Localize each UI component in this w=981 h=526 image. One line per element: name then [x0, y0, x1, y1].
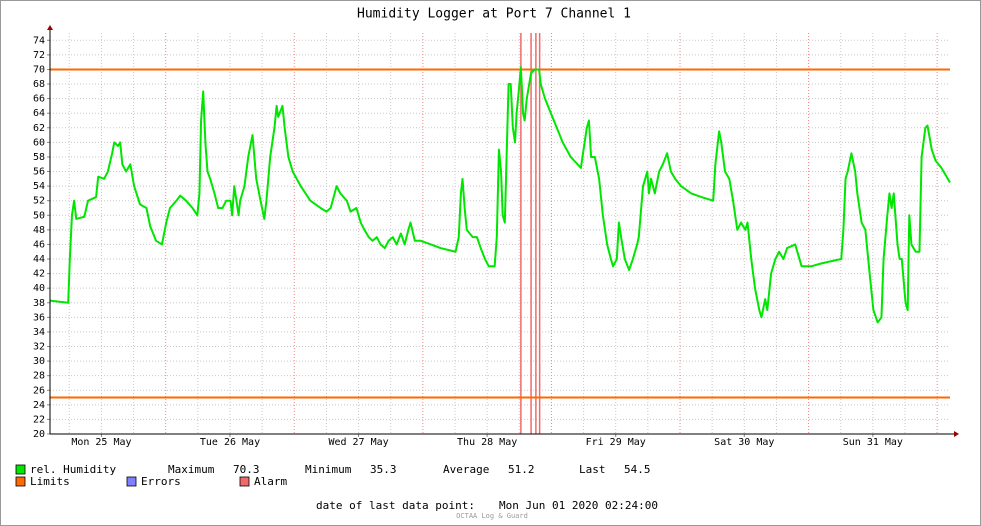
y-tick-label: 40 [33, 283, 45, 294]
series-line [49, 66, 951, 324]
legend-label: Alarm [254, 475, 287, 488]
stat-label: Maximum [168, 463, 215, 476]
stat-value: 54.5 [624, 463, 651, 476]
y-tick-label: 32 [33, 342, 45, 353]
y-tick-label: 68 [33, 79, 45, 90]
y-tick-label: 64 [33, 108, 45, 119]
axes: 20 22 24 26 28 30 32 34 36 38 40 42 44 46 48 50 52 54 56 58… [33, 25, 959, 448]
y-tick-label: 20 [33, 429, 45, 440]
y-tick-label: 66 [33, 94, 45, 105]
y-tick-label: 28 [33, 371, 45, 382]
legend-swatch [126, 476, 137, 487]
x-axis-arrow [954, 431, 959, 437]
y-tick-label: 62 [33, 123, 45, 134]
y-tick-label: 48 [33, 225, 45, 236]
y-tick-label: 24 [33, 400, 45, 411]
y-tick-label: 30 [33, 356, 45, 367]
y-tick-label: 38 [33, 298, 45, 309]
stat-value: 51.2 [508, 463, 535, 476]
footer-value: Mon Jun 01 2020 02:24:00 [499, 499, 658, 512]
stat-label: Last [579, 463, 606, 476]
y-tick-label: 22 [33, 414, 45, 425]
y-tick-label: 44 [33, 254, 45, 265]
y-tick-label: 58 [33, 152, 45, 163]
y-tick-label: 42 [33, 269, 45, 280]
y-tick-label: 26 [33, 385, 45, 396]
credit: OCTAA Log & Guard [456, 512, 528, 520]
x-tick-label: Tue 26 May [200, 437, 260, 448]
y-tick-label: 60 [33, 137, 45, 148]
y-tick-label: 56 [33, 167, 45, 178]
legend-label: Limits [30, 475, 70, 488]
y-tick-label: 52 [33, 196, 45, 207]
y-tick-label: 72 [33, 50, 45, 61]
footer-label: date of last data point: [316, 499, 475, 512]
legend-swatch [15, 464, 26, 475]
plot [49, 33, 951, 434]
x-tick-label: Mon 25 May [71, 437, 131, 448]
y-tick-label: 50 [33, 210, 45, 221]
y-axis-arrow [47, 25, 53, 30]
legend: rel. Humidity Maximum 70.3 Minimum 35.3 Avera… [15, 463, 651, 488]
stat-value: 70.3 [233, 463, 260, 476]
stat-value: 35.3 [370, 463, 397, 476]
legend-label: rel. Humidity [30, 463, 116, 476]
y-tick-label: 54 [33, 181, 45, 192]
y-tick-label: 46 [33, 239, 45, 250]
y-tick-label: 36 [33, 312, 45, 323]
legend-swatch [15, 476, 26, 487]
legend-label: Errors [141, 475, 181, 488]
stat-label: Average [443, 463, 489, 476]
y-tick-label: 74 [33, 35, 45, 46]
x-tick-label: Wed 27 May [328, 437, 388, 448]
y-tick-label: 34 [33, 327, 45, 338]
x-tick-label: Sun 31 May [843, 437, 903, 448]
x-tick-label: Fri 29 May [586, 437, 646, 448]
legend-swatch [239, 476, 250, 487]
y-tick-label: 70 [33, 64, 45, 75]
stat-label: Minimum [305, 463, 352, 476]
x-tick-label: Sat 30 May [714, 437, 774, 448]
x-tick-label: Thu 28 May [457, 437, 517, 448]
chart-title: Humidity Logger at Port 7 Channel 1 [357, 7, 631, 22]
